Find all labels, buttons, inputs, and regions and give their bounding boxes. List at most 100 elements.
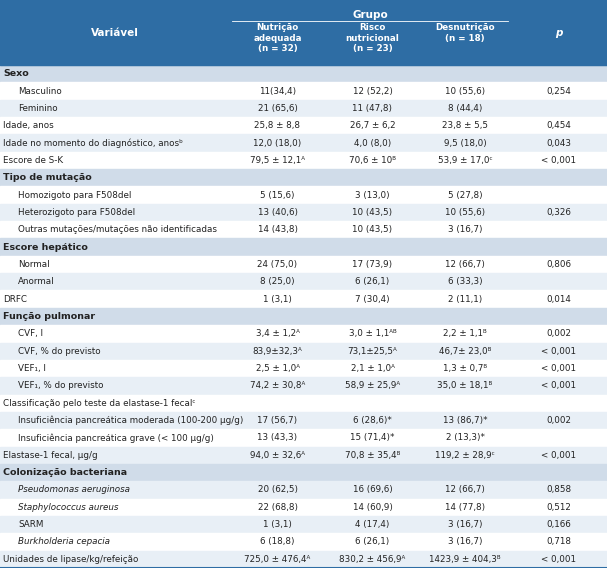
Text: 8 (44,4): 8 (44,4): [448, 104, 482, 113]
Bar: [0, 204, 607, 221]
Bar: [0, 65, 607, 82]
Text: Colonização bacteriana: Colonização bacteriana: [3, 468, 127, 477]
Text: 73,1±25,5ᴬ: 73,1±25,5ᴬ: [348, 346, 398, 356]
Text: 7 (30,4): 7 (30,4): [355, 295, 390, 304]
Text: 4,0 (8,0): 4,0 (8,0): [354, 139, 391, 148]
Text: 3 (13,0): 3 (13,0): [355, 191, 390, 199]
Bar: [0, 343, 607, 360]
Text: 1423,9 ± 404,3ᴮ: 1423,9 ± 404,3ᴮ: [429, 555, 501, 564]
Bar: [0, 481, 607, 499]
Bar: [0, 169, 607, 186]
Text: 0,002: 0,002: [546, 329, 571, 339]
Text: 5 (27,8): 5 (27,8): [448, 191, 483, 199]
Text: Risco
nutricional
(n = 23): Risco nutricional (n = 23): [345, 23, 399, 53]
Text: 3 (16,7): 3 (16,7): [448, 520, 482, 529]
Text: 6 (26,1): 6 (26,1): [355, 277, 390, 286]
Text: 15 (71,4)*: 15 (71,4)*: [350, 433, 395, 442]
Text: Classificação pelo teste da elastase-1 fecalᶜ: Classificação pelo teste da elastase-1 f…: [3, 399, 195, 408]
Text: Outras mutações/mutações não identificadas: Outras mutações/mutações não identificad…: [18, 225, 217, 234]
Text: Tipo de mutação: Tipo de mutação: [3, 173, 92, 182]
Text: < 0,001: < 0,001: [541, 364, 576, 373]
Text: 0,166: 0,166: [546, 520, 571, 529]
Text: 9,5 (18,0): 9,5 (18,0): [444, 139, 486, 148]
Text: 12 (66,7): 12 (66,7): [445, 486, 485, 495]
Text: 21 (65,6): 21 (65,6): [257, 104, 297, 113]
Text: 1,3 ± 0,7ᴮ: 1,3 ± 0,7ᴮ: [443, 364, 487, 373]
Text: 17 (56,7): 17 (56,7): [257, 416, 297, 425]
Bar: [0, 308, 607, 325]
Text: 0,858: 0,858: [546, 486, 571, 495]
Text: 10 (55,6): 10 (55,6): [445, 86, 485, 95]
Text: 0,254: 0,254: [546, 86, 571, 95]
Bar: [0, 464, 607, 481]
Text: 13 (86,7)*: 13 (86,7)*: [443, 416, 487, 425]
Text: 25,8 ± 8,8: 25,8 ± 8,8: [254, 121, 300, 130]
Bar: [0, 152, 607, 169]
Text: VEF₁, l: VEF₁, l: [18, 364, 46, 373]
Text: 12,0 (18,0): 12,0 (18,0): [253, 139, 302, 148]
Text: < 0,001: < 0,001: [541, 381, 576, 390]
Bar: [0, 239, 607, 256]
Text: Anormal: Anormal: [18, 277, 55, 286]
Text: Escore de S-K: Escore de S-K: [3, 156, 63, 165]
Text: Idade no momento do diagnóstico, anosᵇ: Idade no momento do diagnóstico, anosᵇ: [3, 138, 183, 148]
Text: Elastase-1 fecal, μg/g: Elastase-1 fecal, μg/g: [3, 451, 98, 460]
Text: Grupo: Grupo: [352, 10, 388, 20]
Text: DRFC: DRFC: [3, 295, 27, 304]
Text: < 0,001: < 0,001: [541, 555, 576, 564]
Text: Nutrição
adequada
(n = 32): Nutrição adequada (n = 32): [253, 23, 302, 53]
Text: 0,806: 0,806: [546, 260, 571, 269]
Text: 24 (75,0): 24 (75,0): [257, 260, 297, 269]
Text: 0,002: 0,002: [546, 416, 571, 425]
Text: 2,5 ± 1,0ᴬ: 2,5 ± 1,0ᴬ: [256, 364, 299, 373]
Text: VEF₁, % do previsto: VEF₁, % do previsto: [18, 381, 104, 390]
Bar: [0, 0, 607, 65]
Text: 3,4 ± 1,2ᴬ: 3,4 ± 1,2ᴬ: [256, 329, 299, 339]
Bar: [0, 135, 607, 152]
Text: 2,2 ± 1,1ᴮ: 2,2 ± 1,1ᴮ: [443, 329, 487, 339]
Text: 13 (43,3): 13 (43,3): [257, 433, 297, 442]
Text: Masculino: Masculino: [18, 86, 62, 95]
Text: 14 (43,8): 14 (43,8): [257, 225, 297, 234]
Bar: [0, 290, 607, 308]
Bar: [0, 100, 607, 117]
Text: Variável: Variável: [91, 27, 139, 37]
Text: 53,9 ± 17,0ᶜ: 53,9 ± 17,0ᶜ: [438, 156, 492, 165]
Text: 14 (77,8): 14 (77,8): [445, 503, 485, 512]
Text: 10 (55,6): 10 (55,6): [445, 208, 485, 217]
Text: Staphylococcus aureus: Staphylococcus aureus: [18, 503, 118, 512]
Bar: [0, 82, 607, 100]
Text: Idade, anos: Idade, anos: [3, 121, 54, 130]
Text: 6 (18,8): 6 (18,8): [260, 537, 295, 546]
Bar: [0, 533, 607, 550]
Bar: [0, 550, 607, 568]
Text: 79,5 ± 12,1ᴬ: 79,5 ± 12,1ᴬ: [250, 156, 305, 165]
Text: Sexo: Sexo: [3, 69, 29, 78]
Text: Burkholderia cepacia: Burkholderia cepacia: [18, 537, 110, 546]
Bar: [0, 273, 607, 290]
Text: 830,2 ± 456,9ᴬ: 830,2 ± 456,9ᴬ: [339, 555, 405, 564]
Bar: [0, 360, 607, 377]
Text: 16 (69,6): 16 (69,6): [353, 486, 392, 495]
Text: 6 (26,1): 6 (26,1): [355, 537, 390, 546]
Text: Desnutrição
(n = 18): Desnutrição (n = 18): [435, 23, 495, 43]
Text: 3,0 ± 1,1ᴬᴮ: 3,0 ± 1,1ᴬᴮ: [348, 329, 396, 339]
Bar: [0, 186, 607, 204]
Text: 4 (17,4): 4 (17,4): [355, 520, 390, 529]
Text: Pseudomonas aeruginosa: Pseudomonas aeruginosa: [18, 486, 130, 495]
Text: < 0,001: < 0,001: [541, 346, 576, 356]
Text: < 0,001: < 0,001: [541, 156, 576, 165]
Text: p: p: [555, 27, 562, 37]
Text: Insuficiência pancreática moderada (100-200 μg/g): Insuficiência pancreática moderada (100-…: [18, 416, 243, 425]
Text: 58,9 ± 25,9ᴬ: 58,9 ± 25,9ᴬ: [345, 381, 400, 390]
Bar: [0, 221, 607, 239]
Text: 2 (11,1): 2 (11,1): [448, 295, 482, 304]
Text: 70,8 ± 35,4ᴮ: 70,8 ± 35,4ᴮ: [345, 451, 400, 460]
Text: Escore hepático: Escore hepático: [3, 243, 88, 252]
Text: Normal: Normal: [18, 260, 50, 269]
Text: SARM: SARM: [18, 520, 43, 529]
Text: Feminino: Feminino: [18, 104, 58, 113]
Text: 2 (13,3)*: 2 (13,3)*: [446, 433, 484, 442]
Text: Função pulmonar: Função pulmonar: [3, 312, 95, 321]
Text: 11(34,4): 11(34,4): [259, 86, 296, 95]
